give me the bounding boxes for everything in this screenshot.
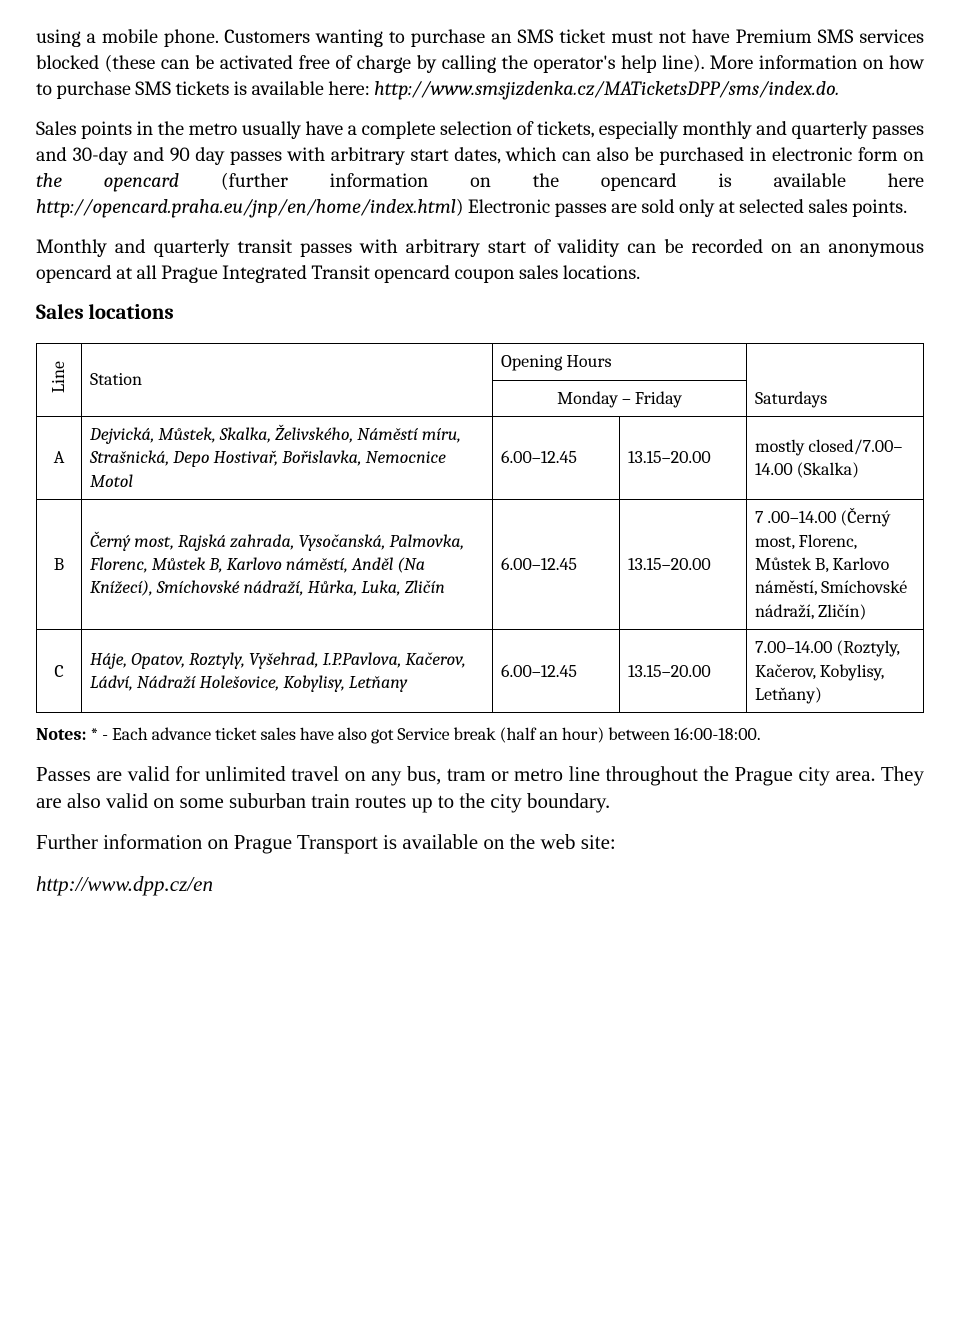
- text: Sales points in the metro usually have a…: [36, 117, 924, 166]
- header-saturdays: Saturdays: [747, 344, 924, 417]
- notes-text: * - Each advance ticket sales have also …: [90, 724, 760, 745]
- paragraph-passes: Monthly and quarterly transit passes wit…: [36, 234, 924, 286]
- table-row: A Dejvická, Můstek, Skalka, Želivského, …: [37, 417, 924, 500]
- cell-saturday: 7.00–14.00 (Roztyly, Kačerov, Kobylisy, …: [747, 630, 924, 713]
- cell-hours-1: 6.00–12.45: [493, 500, 620, 630]
- table-row: B Černý most, Rajská zahrada, Vysočanská…: [37, 500, 924, 630]
- link-text: http://opencard.praha.eu/jnp/en/home/ind…: [36, 195, 456, 218]
- link-text: http://www.smsjizdenka.cz/MATicketsDPP/s…: [374, 77, 839, 100]
- cell-hours-2: 13.15–20.00: [620, 500, 747, 630]
- cell-hours-1: 6.00–12.45: [493, 417, 620, 500]
- cell-line: B: [37, 500, 82, 630]
- table-row: C Háje, Opatov, Roztyly, Vyšehrad, I.P.P…: [37, 630, 924, 713]
- cell-saturday: 7 .00–14.00 (Černý most, Florenc, Můstek…: [747, 500, 924, 630]
- text-italic: the opencard: [36, 169, 179, 192]
- sales-locations-table: Line Station Opening Hours Saturdays Mon…: [36, 343, 924, 713]
- link-dpp: http://www.dpp.cz/en: [36, 871, 924, 898]
- notes: Notes: * - Each advance ticket sales hav…: [36, 723, 924, 746]
- cell-hours-1: 6.00–12.45: [493, 630, 620, 713]
- cell-hours-2: 13.15–20.00: [620, 417, 747, 500]
- cell-saturday: mostly closed/7.00–14.00 (Skalka): [747, 417, 924, 500]
- header-station: Station: [82, 344, 493, 417]
- text: ) Electronic passes are sold only at sel…: [456, 195, 907, 218]
- header-opening: Opening Hours: [493, 344, 747, 380]
- text: (further information on the opencard is …: [179, 169, 924, 192]
- header-monday-friday: Monday – Friday: [493, 380, 747, 416]
- paragraph-further-info: Further information on Prague Transport …: [36, 829, 924, 856]
- notes-label: Notes:: [36, 724, 90, 745]
- header-line: Line: [37, 344, 82, 417]
- cell-hours-2: 13.15–20.00: [620, 630, 747, 713]
- cell-station: Černý most, Rajská zahrada, Vysočanská, …: [82, 500, 493, 630]
- paragraph-salespoints: Sales points in the metro usually have a…: [36, 116, 924, 220]
- cell-station: Háje, Opatov, Roztyly, Vyšehrad, I.P.Pav…: [82, 630, 493, 713]
- cell-line: C: [37, 630, 82, 713]
- cell-station: Dejvická, Můstek, Skalka, Želivského, Ná…: [82, 417, 493, 500]
- cell-line: A: [37, 417, 82, 500]
- paragraph-validity: Passes are valid for unlimited travel on…: [36, 761, 924, 816]
- paragraph-sms: using a mobile phone. Customers wanting …: [36, 24, 924, 102]
- heading-sales-locations: Sales locations: [36, 300, 924, 327]
